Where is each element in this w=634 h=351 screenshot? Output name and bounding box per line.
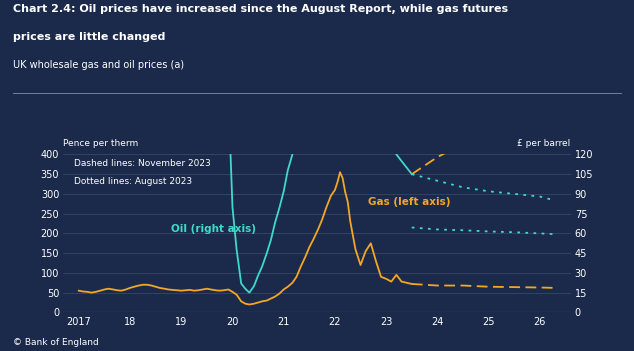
Text: Gas (left axis): Gas (left axis) <box>368 197 451 207</box>
Text: Oil (right axis): Oil (right axis) <box>171 225 256 234</box>
Text: © Bank of England: © Bank of England <box>13 338 98 347</box>
Text: Dashed lines: November 2023: Dashed lines: November 2023 <box>74 159 210 168</box>
Text: Dotted lines: August 2023: Dotted lines: August 2023 <box>74 177 191 186</box>
Text: £ per barrel: £ per barrel <box>517 139 571 148</box>
Text: prices are little changed: prices are little changed <box>13 32 165 41</box>
Text: Pence per therm: Pence per therm <box>63 139 139 148</box>
Text: Chart 2.4: Oil prices have increased since the August Report, while gas futures: Chart 2.4: Oil prices have increased sin… <box>13 4 508 13</box>
Text: UK wholesale gas and oil prices (a): UK wholesale gas and oil prices (a) <box>13 60 184 69</box>
